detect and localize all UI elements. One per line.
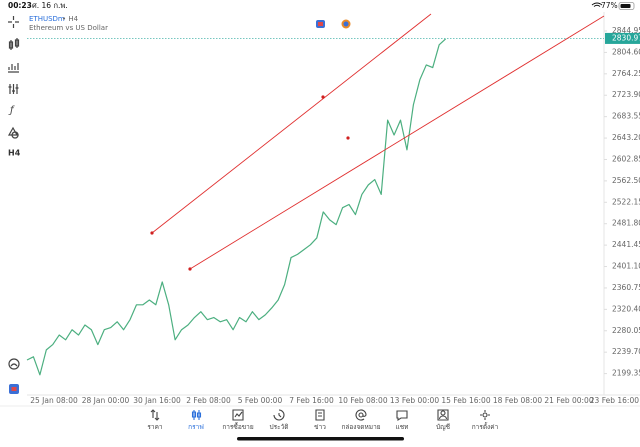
chart-type-tool[interactable] [8,38,20,50]
x-tick-label: 7 Feb 16:00 [289,396,334,405]
x-tick-label: 28 Jan 00:00 [82,396,130,405]
x-tick-label: 25 Jan 08:00 [30,396,78,405]
wifi-icon [591,2,603,7]
crosshair-tool[interactable] [8,16,19,28]
status-time: 00:23 [8,1,32,10]
tab-icon[interactable] [150,409,160,421]
x-tick-label: 30 Jan 16:00 [133,396,181,405]
y-tick-label: 2401.10 [612,262,640,271]
trend-lines[interactable] [150,13,605,271]
tab-icon[interactable] [232,409,244,421]
status-date: ศ. 16 ก.พ. [32,1,68,10]
status-battery: 77% [601,1,618,10]
x-tick-label: 13 Feb 00:00 [390,396,439,405]
objects-tool[interactable] [7,126,19,139]
tab-icon[interactable] [355,409,367,421]
description: Ethereum vs US Dollar [29,24,108,32]
y-tick-label: 2764.25 [612,69,640,78]
y-tick-label: 2360.75 [612,283,640,292]
tab-icon[interactable] [396,410,408,422]
x-tick-label: 21 Feb 00:00 [544,396,593,405]
tab-icon[interactable] [437,409,449,421]
last-price-tag [605,32,640,44]
x-tick-label: 10 Feb 08:00 [338,396,387,405]
x-tick-label: 5 Feb 00:00 [238,396,283,405]
tab-icon[interactable] [315,409,325,421]
tab-label[interactable]: ประวัติ [270,423,289,431]
x-tick-label: 18 Feb 08:00 [493,396,542,405]
y-tick-label: 2320.40 [612,304,640,313]
y-tick-label: 2280.05 [612,326,640,335]
x-tick-label: 2 Feb 08:00 [186,396,231,405]
y-tick-label: 2643.20 [612,133,640,142]
tab-label[interactable]: กล่องจดหมาย [341,423,380,431]
settings-tool[interactable] [8,84,19,94]
y-tick-label: 2683.55 [612,112,640,121]
tab-label[interactable]: การซื้อขาย [222,422,253,431]
timeframe-button[interactable]: H4 [8,149,21,158]
y-tick-label: 2239.70 [612,347,640,356]
y-tick-label: 2522.15 [612,197,640,206]
left-toolbar: ƒ [7,16,20,139]
home-indicator [237,437,404,441]
y-tick-label: 2199.35 [612,369,640,378]
tab-icon[interactable] [480,410,490,420]
y-tick-label: 2804.60 [612,47,640,56]
x-tick-label: 15 Feb 16:00 [441,396,490,405]
tab-bar: ราคา กราฟ การซื้อขาย ประวัติ ข่าว กล่องจดหมาย… [147,409,499,431]
flag-icons [316,19,351,29]
tab-label[interactable]: บัญชี [436,423,451,431]
function-tool[interactable]: ƒ [8,105,15,116]
tab-icon[interactable] [273,409,285,421]
symbol[interactable]: ETHUSDm [29,15,65,23]
y-tick-label: 2602.85 [612,154,640,163]
last-price-label: 2830.97 [612,33,640,42]
bottom-left-icons [8,358,20,394]
price-line [26,38,447,376]
tab-label[interactable]: การตั้งค่า [472,422,499,431]
y-tick-label: 2441.45 [612,240,640,249]
plot [26,30,607,376]
x-tick-label: 23 Feb 16:00 [590,396,639,405]
tab-label[interactable]: ราคา [147,423,162,431]
tab-label[interactable]: แชท [396,423,409,431]
tab-label[interactable]: ข่าว [314,423,326,431]
battery-icon [618,2,635,10]
tab-label[interactable]: กราฟ [188,423,204,431]
y-tick-label: 2481.80 [612,219,640,228]
y-tick-label: 2723.90 [612,90,640,99]
y-tick-label: 2844.95 [612,26,640,35]
y-tick-label: 2562.50 [612,176,640,185]
timeframe[interactable]: • H4 [62,15,79,23]
indicator-tool[interactable] [8,63,19,73]
tab-icon[interactable] [191,410,202,420]
